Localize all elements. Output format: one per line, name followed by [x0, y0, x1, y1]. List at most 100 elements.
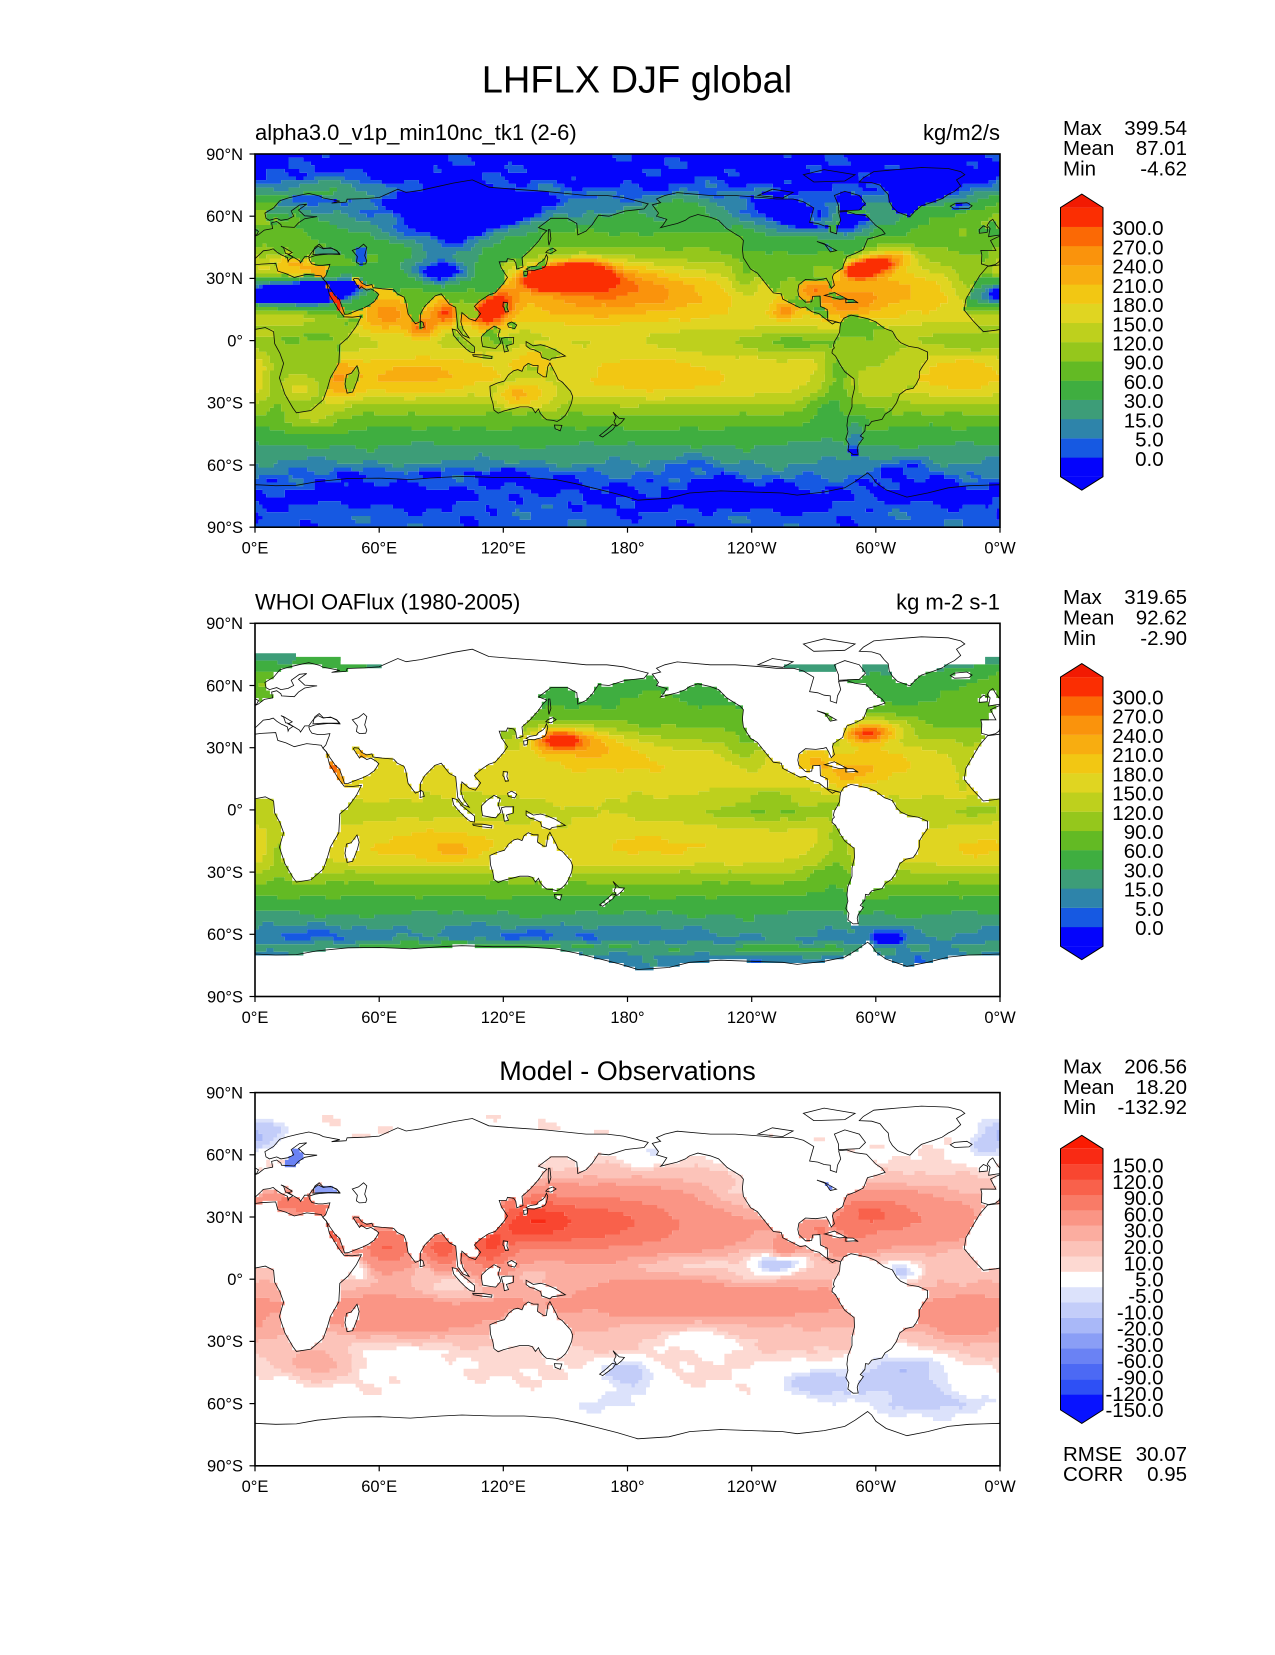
svg-text:5.0: 5.0 — [1135, 898, 1164, 921]
svg-text:60.0: 60.0 — [1124, 1203, 1164, 1226]
svg-text:60°E: 60°E — [361, 1478, 397, 1496]
svg-text:0°: 0° — [227, 1271, 243, 1289]
svg-text:Model - Observations: Model - Observations — [499, 1056, 756, 1086]
svg-text:90°N: 90°N — [206, 615, 243, 633]
svg-text:Max: Max — [1063, 117, 1102, 140]
svg-text:10.0: 10.0 — [1124, 1252, 1164, 1275]
svg-text:15.0: 15.0 — [1124, 409, 1164, 432]
svg-text:90°S: 90°S — [207, 1458, 243, 1476]
svg-text:90.0: 90.0 — [1124, 821, 1164, 844]
svg-text:150.0: 150.0 — [1112, 1155, 1163, 1178]
svg-text:120°E: 120°E — [481, 1009, 526, 1027]
svg-text:0°W: 0°W — [984, 540, 1016, 558]
svg-text:60°N: 60°N — [206, 1147, 243, 1165]
svg-text:120.0: 120.0 — [1112, 1171, 1163, 1194]
svg-text:0.95: 0.95 — [1147, 1463, 1187, 1486]
svg-text:15.0: 15.0 — [1124, 879, 1164, 902]
svg-text:90°S: 90°S — [207, 519, 243, 537]
svg-text:399.54: 399.54 — [1124, 117, 1187, 140]
svg-text:120°W: 120°W — [727, 1478, 777, 1496]
svg-text:240.0: 240.0 — [1112, 725, 1163, 748]
svg-text:0.0: 0.0 — [1135, 448, 1164, 471]
svg-text:300.0: 300.0 — [1112, 217, 1163, 240]
svg-text:60°W: 60°W — [856, 1009, 897, 1027]
svg-text:Min: Min — [1063, 627, 1096, 650]
svg-text:LHFLX DJF global: LHFLX DJF global — [482, 60, 792, 102]
svg-text:Min: Min — [1063, 158, 1096, 181]
svg-text:RMSE: RMSE — [1063, 1443, 1122, 1466]
svg-text:150.0: 150.0 — [1112, 313, 1163, 336]
svg-text:30°N: 30°N — [206, 270, 243, 288]
svg-text:-132.92: -132.92 — [1117, 1096, 1187, 1119]
svg-text:0.0: 0.0 — [1135, 917, 1164, 940]
svg-text:90°N: 90°N — [206, 1084, 243, 1102]
svg-text:-120.0: -120.0 — [1105, 1383, 1163, 1406]
svg-text:180°: 180° — [610, 1478, 644, 1496]
svg-text:60.0: 60.0 — [1124, 840, 1164, 863]
svg-text:120.0: 120.0 — [1112, 802, 1163, 825]
svg-text:-5.0: -5.0 — [1128, 1285, 1163, 1308]
svg-text:120.0: 120.0 — [1112, 333, 1163, 356]
svg-text:0°: 0° — [227, 802, 243, 820]
svg-text:30.0: 30.0 — [1124, 860, 1164, 883]
svg-text:60°N: 60°N — [206, 208, 243, 226]
svg-text:Max: Max — [1063, 586, 1102, 609]
svg-text:90.0: 90.0 — [1124, 352, 1164, 375]
svg-text:Mean: Mean — [1063, 607, 1114, 630]
svg-text:30.0: 30.0 — [1124, 390, 1164, 413]
svg-text:0°W: 0°W — [984, 1009, 1016, 1027]
svg-text:180.0: 180.0 — [1112, 763, 1163, 786]
svg-text:300.0: 300.0 — [1112, 687, 1163, 710]
svg-text:-2.90: -2.90 — [1140, 627, 1187, 650]
svg-text:180°: 180° — [610, 540, 644, 558]
svg-text:Mean: Mean — [1063, 1076, 1114, 1099]
svg-text:-60.0: -60.0 — [1117, 1350, 1164, 1373]
svg-text:20.0: 20.0 — [1124, 1236, 1164, 1259]
svg-text:-90.0: -90.0 — [1117, 1367, 1164, 1390]
svg-text:0°E: 0°E — [242, 540, 269, 558]
svg-text:-30.0: -30.0 — [1117, 1334, 1164, 1357]
svg-text:180.0: 180.0 — [1112, 294, 1163, 317]
svg-text:319.65: 319.65 — [1124, 586, 1187, 609]
svg-text:120°E: 120°E — [481, 540, 526, 558]
svg-text:30°N: 30°N — [206, 740, 243, 758]
svg-text:kg/m2/s: kg/m2/s — [923, 120, 1000, 145]
svg-text:60°W: 60°W — [856, 1478, 897, 1496]
svg-text:-150.0: -150.0 — [1105, 1399, 1163, 1422]
svg-text:30.07: 30.07 — [1136, 1443, 1187, 1466]
svg-text:5.0: 5.0 — [1135, 1269, 1164, 1292]
svg-text:120°W: 120°W — [727, 540, 777, 558]
svg-text:0°: 0° — [227, 332, 243, 350]
svg-text:30°S: 30°S — [207, 1333, 243, 1351]
svg-text:180°: 180° — [610, 1009, 644, 1027]
svg-text:Max: Max — [1063, 1055, 1102, 1078]
svg-text:210.0: 210.0 — [1112, 275, 1163, 298]
svg-text:60°S: 60°S — [207, 457, 243, 475]
svg-text:30°S: 30°S — [207, 864, 243, 882]
svg-text:-4.62: -4.62 — [1140, 158, 1187, 181]
svg-text:60°S: 60°S — [207, 1395, 243, 1413]
svg-text:90°N: 90°N — [206, 146, 243, 164]
svg-text:-10.0: -10.0 — [1117, 1301, 1164, 1324]
svg-text:120°E: 120°E — [481, 1478, 526, 1496]
svg-text:alpha3.0_v1p_min10nc_tk1 (2-6): alpha3.0_v1p_min10nc_tk1 (2-6) — [255, 120, 577, 145]
svg-text:60°N: 60°N — [206, 677, 243, 695]
svg-text:60°W: 60°W — [856, 540, 897, 558]
svg-text:60°S: 60°S — [207, 926, 243, 944]
svg-text:5.0: 5.0 — [1135, 429, 1164, 452]
svg-text:60°E: 60°E — [361, 1009, 397, 1027]
svg-text:270.0: 270.0 — [1112, 236, 1163, 259]
svg-text:60.0: 60.0 — [1124, 371, 1164, 394]
svg-text:0°E: 0°E — [242, 1009, 269, 1027]
svg-text:Min: Min — [1063, 1096, 1096, 1119]
svg-text:0°W: 0°W — [984, 1478, 1016, 1496]
svg-text:206.56: 206.56 — [1124, 1055, 1187, 1078]
svg-text:150.0: 150.0 — [1112, 783, 1163, 806]
svg-text:87.01: 87.01 — [1136, 137, 1187, 160]
svg-text:WHOI OAFlux (1980-2005): WHOI OAFlux (1980-2005) — [255, 589, 520, 614]
svg-text:90°S: 90°S — [207, 988, 243, 1006]
svg-text:-20.0: -20.0 — [1117, 1318, 1164, 1341]
svg-text:30°N: 30°N — [206, 1209, 243, 1227]
svg-text:18.20: 18.20 — [1136, 1076, 1187, 1099]
svg-text:0°E: 0°E — [242, 1478, 269, 1496]
